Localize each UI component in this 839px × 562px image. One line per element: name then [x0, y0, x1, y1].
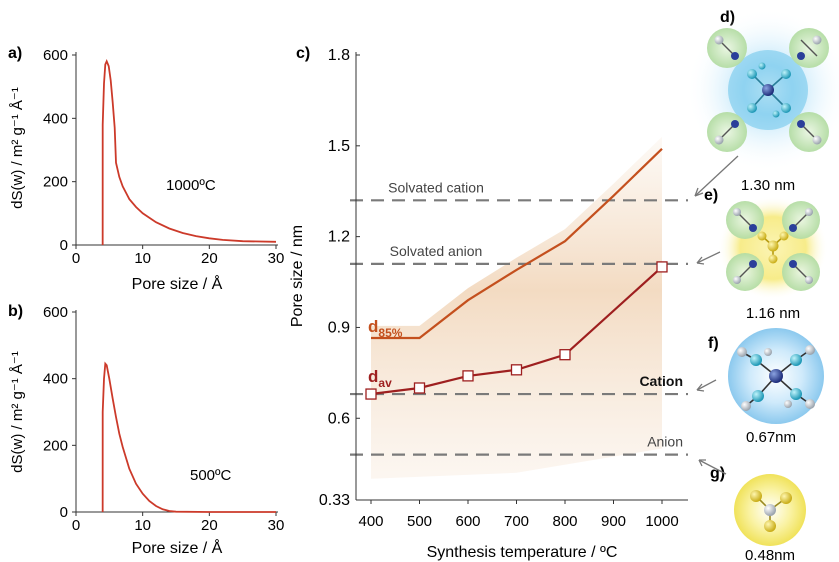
- panel-c-ytick-label: 1.5: [328, 138, 350, 155]
- panel-b-annotation: 500ºC: [190, 467, 232, 484]
- panel-e-letter: e): [704, 187, 718, 204]
- panel-a-xtick-label: 20: [201, 250, 218, 267]
- series-marker-dav: [510, 364, 523, 376]
- panel-a-ylabel: dS(w) / m² g⁻¹ Å⁻¹: [9, 87, 26, 209]
- panel-b-curve: [101, 361, 276, 513]
- panel-b-xtick-label: 10: [134, 517, 151, 534]
- panel-d-size: 1.30 nm: [741, 177, 795, 194]
- reference-line-label: Solvated cation: [388, 179, 484, 195]
- panel-c-xtick-label: 900: [601, 513, 626, 530]
- reference-line-label: Anion: [647, 434, 683, 450]
- series-line-dav: [370, 266, 663, 396]
- panel-b-ticks: 0 10 20 30 0 200 400 600: [43, 304, 284, 534]
- panel-g-anion: [750, 490, 792, 532]
- series-dav-label: dav: [368, 367, 392, 390]
- panel-c-xtick-label: 400: [358, 513, 383, 530]
- reference-line-label: Cation: [639, 373, 683, 389]
- panel-e-size: 1.16 nm: [746, 305, 800, 322]
- panel-g-letter: g): [710, 465, 725, 482]
- panel-b-ylabel: dS(w) / m² g⁻¹ Å⁻¹: [9, 351, 26, 473]
- panel-a-annotation: 1000ºC: [166, 177, 216, 194]
- panel-c-xtick-label: 600: [455, 513, 480, 530]
- panel-b-ytick-label: 0: [60, 504, 68, 521]
- panel-a-xtick-label: 0: [72, 250, 80, 267]
- series-marker-dav: [413, 382, 426, 394]
- panel-d-cation: [747, 62, 791, 118]
- panel-b-xtick-label: 0: [72, 517, 80, 534]
- panel-c-ytick-label: 0.6: [328, 410, 350, 427]
- series-line-d85%: [371, 148, 663, 340]
- panel-b-ytick-label: 200: [43, 437, 68, 454]
- panel-a-letter: a): [8, 45, 22, 62]
- panel-f-letter: f): [708, 335, 719, 352]
- panel-b-ytick-label: 400: [43, 371, 68, 388]
- panel-c-ytick-label: 0.33: [319, 492, 350, 509]
- panel-e-anion: [757, 231, 789, 264]
- panel-a-curve: [101, 59, 277, 246]
- panel-c-ytick-label: 0.9: [328, 319, 350, 336]
- panel-b-xtick-label: 20: [201, 517, 218, 534]
- series-marker-dav: [656, 261, 668, 273]
- panel-c-xlabel: Synthesis temperature / ºC: [427, 544, 618, 561]
- panel-f: f) 0.67nm: [708, 328, 824, 446]
- panel-c-xtick-label: 1000: [645, 513, 678, 530]
- panel-g: g) 0.48nm: [710, 465, 806, 562]
- panel-c-ylabel: Pore size / nm: [289, 225, 306, 327]
- panel-b-xlabel: Pore size / Å: [132, 538, 223, 557]
- panel-c-ytick-label: 1.8: [328, 47, 350, 64]
- panel-b: b) 0 10 20 30 0 200 400 600 500ºC Pore size / Å…: [8, 303, 284, 557]
- panel-a-xlabel: Pore size / Å: [132, 274, 223, 293]
- panel-c-xtick-label: 800: [552, 513, 577, 530]
- panel-a-ytick-label: 400: [43, 110, 68, 127]
- series-d85-label: d85%: [368, 317, 403, 340]
- panel-a-ytick-label: 0: [60, 237, 68, 254]
- panel-d-solvent-bubbles: [707, 28, 829, 152]
- series-marker-dav: [559, 349, 571, 361]
- panel-c-ticks: 400 500 600 700 800 900 1000 0.33 0.6 0.9 1.2 1.5 1.…: [319, 47, 679, 530]
- panel-c: c) Solvated cation Solvated anion Cation An…: [289, 45, 688, 561]
- panel-f-size: 0.67nm: [746, 429, 796, 446]
- panel-e-solvent-bubbles: [726, 201, 820, 291]
- panel-a-xtick-label: 30: [268, 250, 285, 267]
- connector-arrows: [694, 155, 739, 475]
- panel-a-ytick-label: 600: [43, 47, 68, 64]
- panel-d: d) 1.30 nm: [686, 8, 839, 194]
- panel-f-cation: [737, 345, 815, 411]
- panel-b-xtick-label: 30: [268, 517, 285, 534]
- panel-c-letter: c): [296, 45, 310, 62]
- panel-c-series: [365, 148, 668, 400]
- panel-a-ytick-label: 200: [43, 174, 68, 191]
- series-marker-dav: [365, 388, 377, 400]
- panel-g-size: 0.48nm: [745, 547, 795, 562]
- series-marker-dav: [462, 370, 474, 382]
- panel-e: e) 1.16 nm: [704, 187, 828, 322]
- panel-c-ytick-label: 1.2: [328, 229, 350, 246]
- reference-lines: Solvated cation Solvated anion Cation Anion: [350, 179, 688, 456]
- panel-a-ticks: 0 10 20 30 0 200 400 600: [43, 47, 284, 267]
- panel-a: a) 0 10 20 30 0 200 400 600 1000ºC Pore size / …: [8, 45, 284, 293]
- panel-c-xtick-label: 500: [407, 513, 432, 530]
- panel-a-xtick-label: 10: [134, 250, 151, 267]
- reference-line-label: Solvated anion: [390, 243, 483, 259]
- panel-b-letter: b): [8, 303, 23, 320]
- panel-b-ytick-label: 600: [43, 304, 68, 321]
- panel-c-xtick-label: 700: [504, 513, 529, 530]
